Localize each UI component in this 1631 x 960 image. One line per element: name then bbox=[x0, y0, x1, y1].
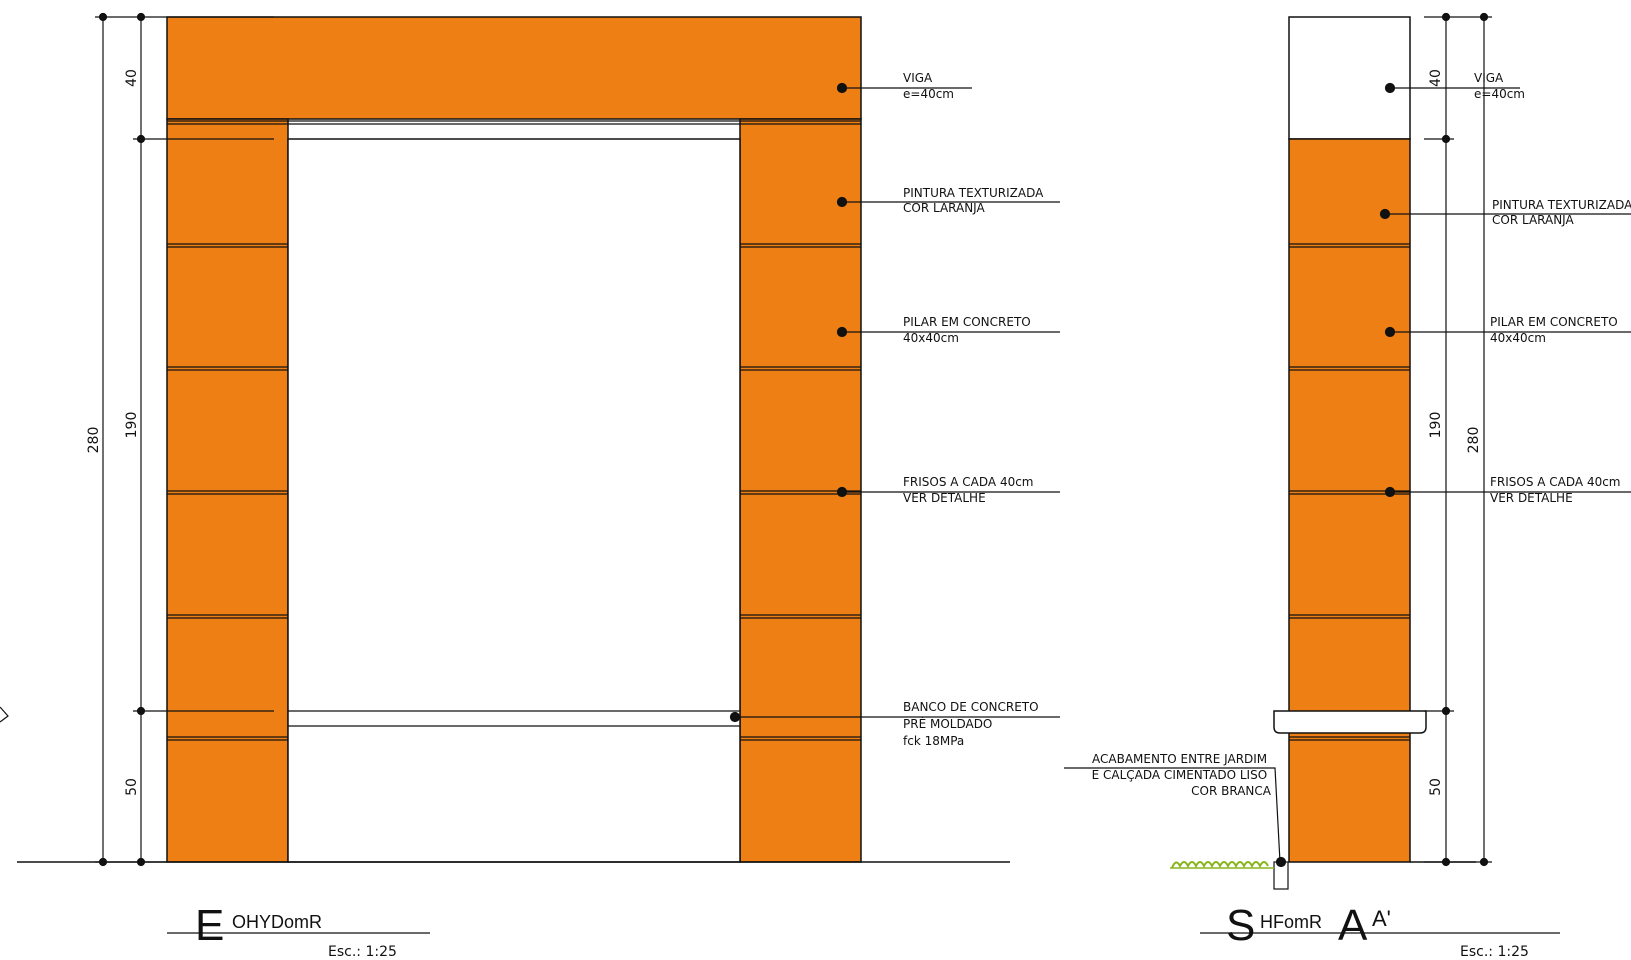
section-leader-dot-acabamento bbox=[1275, 856, 1287, 868]
elevation-title-big: E bbox=[195, 901, 224, 950]
section-grass bbox=[1171, 861, 1269, 869]
elevation-dim-middle: 190 bbox=[124, 412, 140, 439]
section-leader-dot-frisos bbox=[1384, 486, 1396, 498]
section-dim-middle: 190 bbox=[1428, 412, 1444, 439]
north-arrow-icon bbox=[0, 706, 9, 723]
section-label-frisos: FRISOS A CADA 40cm VER DETALHE bbox=[1490, 475, 1624, 505]
section-label-viga: VIGA e=40cm bbox=[1474, 71, 1525, 101]
elevation-leader-dot-pintura bbox=[836, 196, 848, 208]
section-dim-top: 40 bbox=[1428, 69, 1444, 87]
section-label-acabamento: ACABAMENTO ENTRE JARDIM E CALÇADA CIMENT… bbox=[1092, 752, 1272, 798]
section-title-letter: A bbox=[1338, 901, 1368, 950]
elevation-grooves bbox=[167, 243, 861, 741]
elevation-leaders bbox=[729, 82, 1060, 723]
section-leader-dot-viga bbox=[1384, 82, 1396, 94]
elevation-leader-dot-frisos bbox=[836, 486, 848, 498]
elevation-label-pilar: PILAR EM CONCRETO 40x40cm bbox=[903, 315, 1035, 345]
elevation-leader-dot-pilar bbox=[836, 326, 848, 338]
section-dim-bottom: 50 bbox=[1428, 778, 1444, 796]
section-dim-total: 280 bbox=[1466, 427, 1482, 454]
elevation-dim-top: 40 bbox=[124, 69, 140, 87]
elevation-bench bbox=[288, 710, 740, 727]
section-leaders bbox=[1064, 82, 1631, 868]
elevation-dim-total: 280 bbox=[86, 427, 102, 454]
elevation-label-banco: BANCO DE CONCRETO PRÉ MOLDADO fck 18MPa bbox=[903, 700, 1042, 748]
section-bench bbox=[1273, 710, 1427, 734]
section-title-big: S bbox=[1226, 901, 1255, 950]
elevation-label-frisos: FRISOS A CADA 40cm VER DETALHE bbox=[903, 475, 1037, 505]
elevation-label-viga: VIGA e=40cm bbox=[903, 71, 954, 101]
elevation-opening bbox=[287, 138, 741, 863]
section-title-small: HFomR bbox=[1260, 912, 1322, 932]
elevation-dimension-lines bbox=[95, 12, 274, 867]
elevation-title-small: OHYDomR bbox=[232, 912, 322, 932]
section-leader-dot-pilar bbox=[1384, 326, 1396, 338]
section-view: 40 190 280 50 VIGA e=40cm PINTURA TEXTUR… bbox=[1064, 12, 1631, 960]
section-title-suffix: A' bbox=[1372, 906, 1391, 931]
section-pillar bbox=[1288, 138, 1411, 863]
elevation-leader-dot-viga bbox=[836, 82, 848, 94]
elevation-title-block: E OHYDomR Esc.: 1:25 bbox=[167, 901, 430, 960]
section-dimension-lines bbox=[1424, 12, 1492, 867]
elevation-beam bbox=[166, 16, 862, 120]
section-title-block: S HFomR A A' Esc.: 1:25 bbox=[1200, 901, 1560, 960]
elevation-leader-dot-banco bbox=[729, 711, 741, 723]
section-label-pintura: PINTURA TEXTURIZADA COR LARANJA bbox=[1492, 198, 1631, 227]
elevation-dim-bottom: 50 bbox=[124, 778, 140, 796]
section-leader-dot-pintura bbox=[1379, 208, 1391, 220]
elevation-label-pintura: PINTURA TEXTURIZADA COR LARANJA bbox=[903, 186, 1047, 215]
elevation-portico bbox=[166, 16, 862, 863]
section-beam bbox=[1288, 16, 1411, 140]
section-label-pilar: PILAR EM CONCRETO 40x40cm bbox=[1490, 315, 1622, 345]
elevation-scale: Esc.: 1:25 bbox=[328, 944, 397, 960]
section-scale: Esc.: 1:25 bbox=[1460, 944, 1529, 960]
elevation-view: 280 40 190 50 VIGA e=40cm PINTURA TEXTUR… bbox=[0, 12, 1060, 960]
